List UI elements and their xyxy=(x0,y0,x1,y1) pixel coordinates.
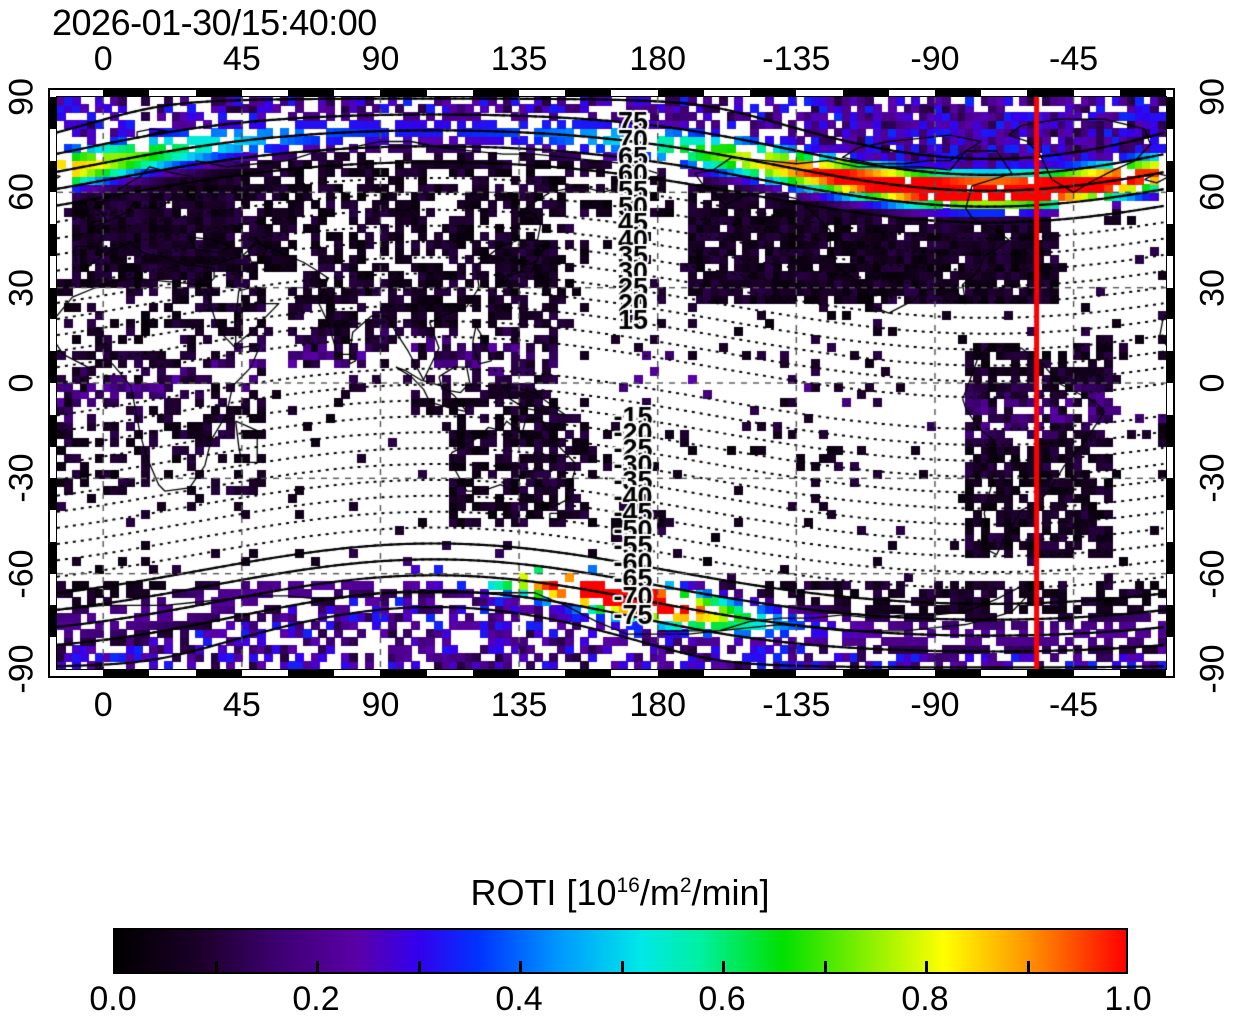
colorbar-title: ROTI [1016/m2/min] xyxy=(470,872,770,913)
frame-bar-left xyxy=(50,97,56,129)
frame-bar-bottom xyxy=(472,670,520,676)
axis-tick-left-lat: 90 xyxy=(2,78,41,116)
axis-tick-bottom-lon: -45 xyxy=(1049,686,1099,724)
axis-tick-left-lat: -90 xyxy=(2,644,41,694)
axis-tick-right-lat: -60 xyxy=(1193,549,1232,599)
axis-tick-top-lon: 0 xyxy=(93,40,113,78)
frame-bar-left xyxy=(50,541,56,574)
axis-tick-right-lat: 60 xyxy=(1193,173,1232,212)
frame-bar-top xyxy=(565,90,612,96)
frame-bar-left xyxy=(50,287,56,320)
colorbar-tick xyxy=(1026,961,1030,974)
axis-tick-bottom-lon: 0 xyxy=(93,686,113,724)
frame-bar-top xyxy=(934,90,982,96)
colorbar-tick-label: 0.0 xyxy=(89,980,137,1018)
axis-tick-top-lon: -135 xyxy=(762,40,831,78)
frame-bar-left xyxy=(50,224,56,256)
axis-tick-left-lat: 30 xyxy=(2,268,41,307)
colorbar xyxy=(113,928,1128,974)
frame-bar-top xyxy=(842,90,889,96)
colorbar-tick xyxy=(417,961,421,974)
axis-tick-bottom-lon: 180 xyxy=(629,686,687,724)
axis-tick-left-lat: 60 xyxy=(2,173,41,212)
frame-bar-bottom xyxy=(288,670,335,676)
axis-tick-left-lat: -60 xyxy=(2,549,41,599)
frame-bar-bottom xyxy=(750,670,797,676)
frame-bar-top xyxy=(288,90,335,96)
frame-bottom xyxy=(48,676,1175,678)
axis-tick-bottom-lon: 90 xyxy=(361,686,400,724)
colorbar-tick-label: 0.8 xyxy=(901,980,949,1018)
frame-bar-right xyxy=(1167,478,1173,511)
frame-bar-bottom xyxy=(565,670,612,676)
axis-tick-top-lon: -90 xyxy=(910,40,960,78)
frame-bar-bottom xyxy=(103,670,150,676)
colorbar-tick xyxy=(519,961,522,974)
frame-bar-right xyxy=(1167,97,1173,129)
frame-bar-top xyxy=(380,90,427,96)
frame-inner-right xyxy=(1166,96,1167,670)
frame-bar-bottom xyxy=(842,670,889,676)
map-plot[interactable] xyxy=(48,88,1175,678)
axis-tick-right-lat: 90 xyxy=(1193,78,1232,116)
frame-bar-bottom xyxy=(380,670,427,676)
frame-bar-bottom xyxy=(934,670,982,676)
colorbar-tick xyxy=(620,961,624,974)
axis-tick-right-lat: 30 xyxy=(1193,268,1232,307)
colorbar-tick-label: 0.2 xyxy=(292,980,340,1018)
axis-tick-bottom-lon: 45 xyxy=(222,686,261,724)
page-title: 2026-01-30/15:40:00 xyxy=(52,2,377,43)
axis-tick-bottom-lon: 135 xyxy=(490,686,548,724)
frame-bar-top xyxy=(472,90,520,96)
frame-bar-top xyxy=(195,90,242,96)
colorbar-tick xyxy=(214,961,218,974)
axis-tick-top-lon: -45 xyxy=(1049,40,1099,78)
frame-bar-left xyxy=(50,478,56,511)
colorbar-tick xyxy=(722,961,725,974)
axis-tick-bottom-lon: -135 xyxy=(762,686,831,724)
frame-bar-right xyxy=(1167,414,1173,447)
colorbar-tick-label: 0.6 xyxy=(698,980,746,1018)
frame-bar-top xyxy=(1027,90,1074,96)
frame-left xyxy=(48,88,50,678)
frame-bar-left xyxy=(50,160,56,193)
frame-bar-bottom xyxy=(1119,670,1166,676)
frame-bar-right xyxy=(1167,605,1173,638)
frame-bar-right xyxy=(1167,224,1173,256)
frame-bar-left xyxy=(50,351,56,383)
frame-bar-right xyxy=(1167,351,1173,383)
colorbar-tick xyxy=(316,961,319,974)
frame-bar-left xyxy=(50,414,56,447)
frame-bar-top xyxy=(1119,90,1166,96)
frame-bar-bottom xyxy=(195,670,242,676)
frame-bar-top xyxy=(750,90,797,96)
frame-bar-top xyxy=(657,90,704,96)
axis-tick-top-lon: 180 xyxy=(629,40,687,78)
axis-tick-left-lat: 0 xyxy=(2,373,41,393)
frame-top xyxy=(48,88,1175,90)
axis-tick-left-lat: -30 xyxy=(2,453,41,503)
axis-tick-top-lon: 90 xyxy=(361,40,400,78)
frame-right xyxy=(1173,88,1175,678)
frame-inner-bottom xyxy=(56,669,1167,670)
axis-tick-top-lon: 135 xyxy=(490,40,548,78)
map-area[interactable] xyxy=(57,97,1166,669)
axis-tick-right-lat: -30 xyxy=(1193,453,1232,503)
axis-tick-top-lon: 45 xyxy=(222,40,261,78)
frame-bar-right xyxy=(1167,541,1173,574)
colorbar-tick xyxy=(925,961,928,974)
colorbar-tick xyxy=(823,961,827,974)
axis-tick-right-lat: -90 xyxy=(1193,644,1232,694)
frame-bar-right xyxy=(1167,160,1173,193)
frame-bar-right xyxy=(1167,287,1173,320)
frame-bar-left xyxy=(50,605,56,638)
roti-heatmap-canvas xyxy=(57,97,1166,669)
axis-tick-right-lat: 0 xyxy=(1193,373,1232,393)
colorbar-tick-label: 0.4 xyxy=(495,980,543,1018)
frame-bar-bottom xyxy=(1027,670,1074,676)
frame-bar-bottom xyxy=(657,670,704,676)
axis-tick-bottom-lon: -90 xyxy=(910,686,960,724)
frame-bar-top xyxy=(103,90,150,96)
colorbar-tick-label: 1.0 xyxy=(1104,980,1152,1018)
